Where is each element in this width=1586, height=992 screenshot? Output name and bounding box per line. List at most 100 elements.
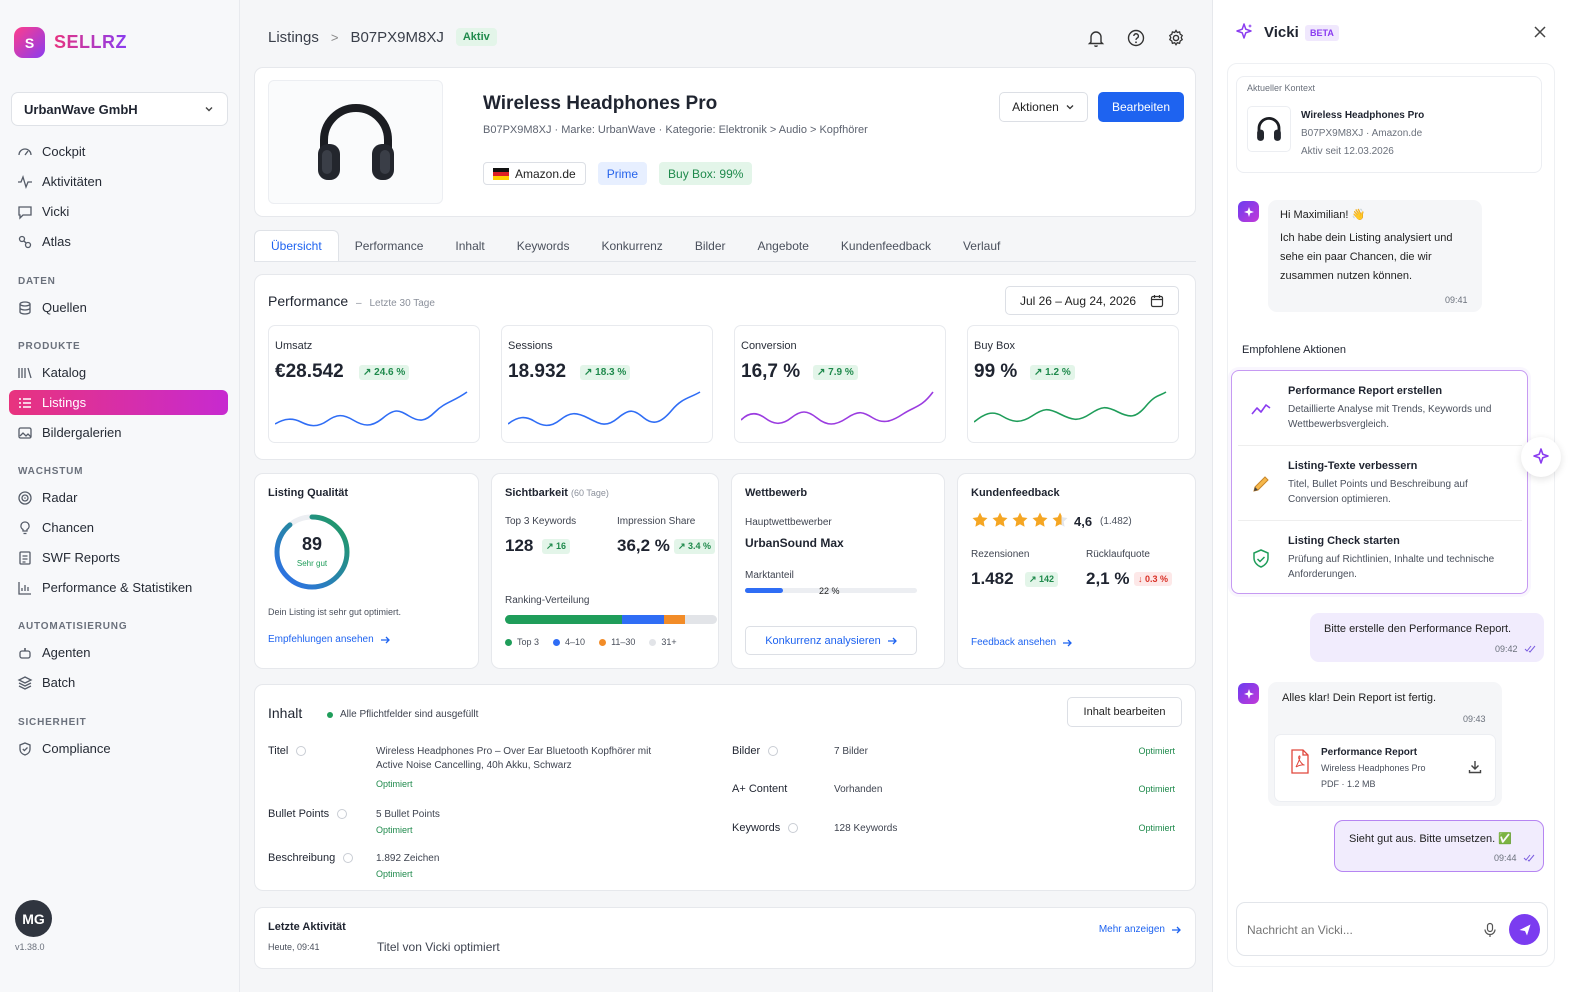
sidebar-item-katalog[interactable]: Katalog — [9, 360, 228, 385]
action-improve-texts[interactable]: Listing-Texte verbessern Titel, Bullet P… — [1232, 446, 1528, 520]
activity-card: Letzte Aktivität Heute, 09:41 Titel von … — [254, 907, 1196, 969]
gear-icon[interactable] — [1166, 28, 1186, 48]
more-activity-label: Mehr anzeigen — [1098, 924, 1165, 935]
legend-item: 4–10 — [553, 637, 585, 647]
company-selector[interactable]: UrbanWave GmbH — [11, 92, 228, 126]
recommendations-link[interactable]: Empfehlungen ansehen — [268, 634, 390, 645]
tab-uebersicht[interactable]: Übersicht — [254, 230, 339, 261]
content-label: Keywords — [732, 822, 781, 834]
message-text: Bitte erstelle den Performance Report. — [1324, 623, 1512, 635]
sidebar-item-quellen[interactable]: Quellen — [9, 295, 228, 320]
vicki-panel: Vicki BETA Aktueller Kontext Wireless He… — [1212, 0, 1586, 992]
legend-item: 31+ — [649, 637, 677, 647]
tab-performance[interactable]: Performance — [354, 238, 424, 253]
tab-konkurrenz[interactable]: Konkurrenz — [601, 238, 663, 253]
logo[interactable]: S SELLRZ — [14, 27, 127, 58]
sidebar-item-label: Aktivitäten — [42, 174, 102, 189]
content-value-bilder: 7 Bilder — [834, 746, 868, 757]
sidebar-item-vicki[interactable]: Vicki — [9, 199, 228, 224]
bell-icon[interactable] — [1086, 28, 1106, 48]
metric-delta: ↗ 1.2 % — [1030, 365, 1075, 380]
metric-card-umsatz[interactable]: Umsatz €28.542 ↗ 24.6 % — [268, 325, 480, 443]
breadcrumb-root[interactable]: Listings — [268, 28, 319, 46]
sidebar-item-bildergalerien[interactable]: Bildergalerien — [9, 420, 228, 445]
sparkle-icon — [1533, 448, 1549, 464]
calendar-icon — [1150, 294, 1164, 307]
metric-value: 18.932 — [508, 361, 567, 382]
sidebar-item-radar[interactable]: Radar — [9, 485, 228, 510]
content-card: Inhalt Alle Pflichtfelder sind ausgefüll… — [254, 684, 1196, 891]
microphone-icon[interactable] — [1483, 922, 1497, 938]
report-file-card[interactable]: Performance Report Wireless Headphones P… — [1274, 734, 1496, 802]
download-icon[interactable] — [1467, 759, 1483, 775]
tab-inhalt[interactable]: Inhalt — [455, 238, 485, 253]
sidebar-item-listings[interactable]: Listings — [9, 390, 228, 415]
info-icon[interactable] — [788, 823, 799, 834]
message-text: Ich habe dein Listing analysiert und seh… — [1280, 232, 1453, 282]
info-icon[interactable] — [296, 746, 307, 757]
product-image[interactable] — [268, 80, 443, 204]
breadcrumb-separator: > — [330, 29, 339, 45]
sidebar-item-compliance[interactable]: Compliance — [9, 736, 228, 761]
arrow-right-icon — [887, 637, 897, 644]
metric-card-conversion[interactable]: Conversion 16,7 % ↗ 7.9 % — [734, 325, 946, 443]
recommended-actions: Performance Report erstellen Detailliert… — [1231, 370, 1528, 594]
close-icon[interactable] — [1532, 24, 1548, 40]
divider — [1238, 445, 1522, 446]
tab-verlauf[interactable]: Verlauf — [962, 238, 1001, 253]
sidebar-item-agenten[interactable]: Agenten — [9, 640, 228, 665]
vicki-floating-button[interactable] — [1521, 437, 1561, 477]
help-icon[interactable] — [1126, 28, 1146, 48]
date-range-picker[interactable]: Jul 26 – Aug 24, 2026 — [1005, 286, 1179, 315]
edit-button[interactable]: Bearbeiten — [1098, 92, 1184, 122]
divider — [1238, 520, 1522, 521]
feedback-link[interactable]: Feedback ansehen — [971, 637, 1072, 648]
analyze-competition-button[interactable]: Konkurrenz analysieren — [745, 626, 917, 655]
sidebar-item-chancen[interactable]: Chancen — [9, 515, 228, 540]
action-title: Listing-Texte verbessern — [1288, 460, 1418, 472]
shield-icon — [19, 741, 31, 756]
edit-content-button[interactable]: Inhalt bearbeiten — [1067, 697, 1182, 727]
metric-delta: ↗ 7.9 % — [813, 365, 858, 380]
content-status-text: Alle Pflichtfelder sind ausgefüllt — [340, 709, 479, 720]
content-state-bilder: Optimiert — [1138, 746, 1175, 756]
info-icon[interactable] — [337, 809, 348, 820]
send-button[interactable] — [1509, 914, 1540, 945]
metric-card-buybox[interactable]: Buy Box 99 % ↗ 1.2 % — [967, 325, 1179, 443]
action-listing-check[interactable]: Listing Check starten Prüfung auf Richtl… — [1232, 521, 1528, 595]
sidebar-item-performance-statistiken[interactable]: Performance & Statistiken — [9, 575, 228, 600]
sidebar-item-atlas[interactable]: Atlas — [9, 229, 228, 254]
tab-keywords[interactable]: Keywords — [516, 238, 570, 253]
chat-input[interactable] — [1247, 919, 1467, 941]
sidebar-item-swf-reports[interactable]: SWF Reports — [9, 545, 228, 570]
sidebar-item-aktivitaeten[interactable]: Aktivitäten — [9, 169, 228, 194]
info-icon[interactable] — [343, 853, 354, 864]
double-check-icon — [1523, 854, 1535, 862]
info-icon[interactable] — [768, 746, 779, 757]
tab-bilder[interactable]: Bilder — [694, 238, 726, 253]
product-meta: B07PX9M8XJ · Marke: UrbanWave · Kategori… — [483, 124, 868, 136]
sidebar-item-batch[interactable]: Batch — [9, 670, 228, 695]
message-time: 09:42 — [1495, 644, 1518, 654]
headphones-icon — [1257, 116, 1281, 141]
tab-angebote[interactable]: Angebote — [757, 238, 809, 253]
metric-value: 16,7 % — [741, 361, 801, 382]
action-performance-report[interactable]: Performance Report erstellen Detailliert… — [1232, 371, 1528, 445]
metric-label: Umsatz — [275, 340, 313, 352]
breadcrumb-current: B07PX9M8XJ — [350, 28, 444, 46]
return-rate-label: Rücklaufquote — [1086, 549, 1150, 560]
sidebar-item-cockpit[interactable]: Cockpit — [9, 139, 228, 164]
actions-button[interactable]: Aktionen — [999, 92, 1088, 122]
germany-flag-icon — [493, 167, 509, 180]
quality-score-label: Sehr gut — [296, 559, 328, 568]
tab-kundenfeedback[interactable]: Kundenfeedback — [840, 238, 931, 253]
visibility-title-text: Sichtbarkeit — [505, 487, 568, 499]
arrow-right-icon — [380, 636, 390, 643]
avatar[interactable]: MG — [15, 900, 52, 937]
prime-chip: Prime — [597, 162, 648, 185]
impression-share-delta: ↗ 3.4 % — [674, 539, 716, 554]
more-activity-link[interactable]: Mehr anzeigen — [1099, 924, 1181, 935]
content-state-beschreibung: Optimiert — [376, 869, 413, 879]
metric-card-sessions[interactable]: Sessions 18.932 ↗ 18.3 % — [501, 325, 713, 443]
return-rate-value: 2,1 % — [1086, 569, 1130, 588]
